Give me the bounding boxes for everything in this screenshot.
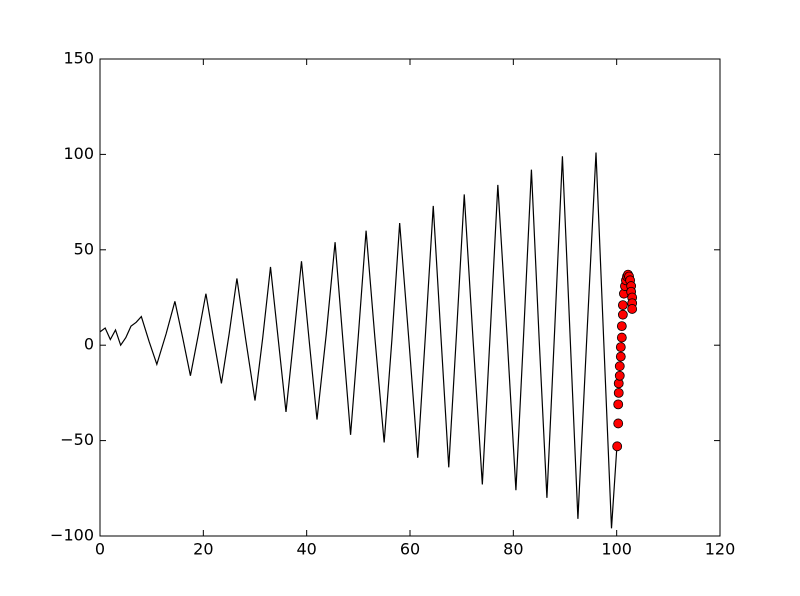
y-tick-label: 0 [84,335,94,354]
marker [613,399,624,410]
x-tick-label: 80 [503,540,523,559]
marker [616,332,627,343]
y-tick-label: 150 [63,49,94,68]
y-tick-label: −50 [60,430,94,449]
marker [615,342,626,353]
plot-area [100,59,720,536]
marker [615,351,626,362]
y-tick-label: 50 [74,239,94,258]
x-tick-label: 0 [95,540,105,559]
y-tick-label: 100 [63,144,94,163]
marker [613,387,624,398]
marker [614,370,625,381]
x-tick-label: 120 [705,540,736,559]
marker [612,441,623,452]
marker [617,309,628,320]
marker [613,418,624,429]
x-tick-label: 60 [400,540,420,559]
marker [616,321,627,332]
marker [614,361,625,372]
marker [627,304,638,314]
x-tick-label: 20 [193,540,213,559]
x-tick-label: 100 [601,540,632,559]
marker [617,300,628,311]
line [99,152,618,529]
x-tick-label: 40 [296,540,316,559]
y-tick-label: −100 [50,526,94,545]
